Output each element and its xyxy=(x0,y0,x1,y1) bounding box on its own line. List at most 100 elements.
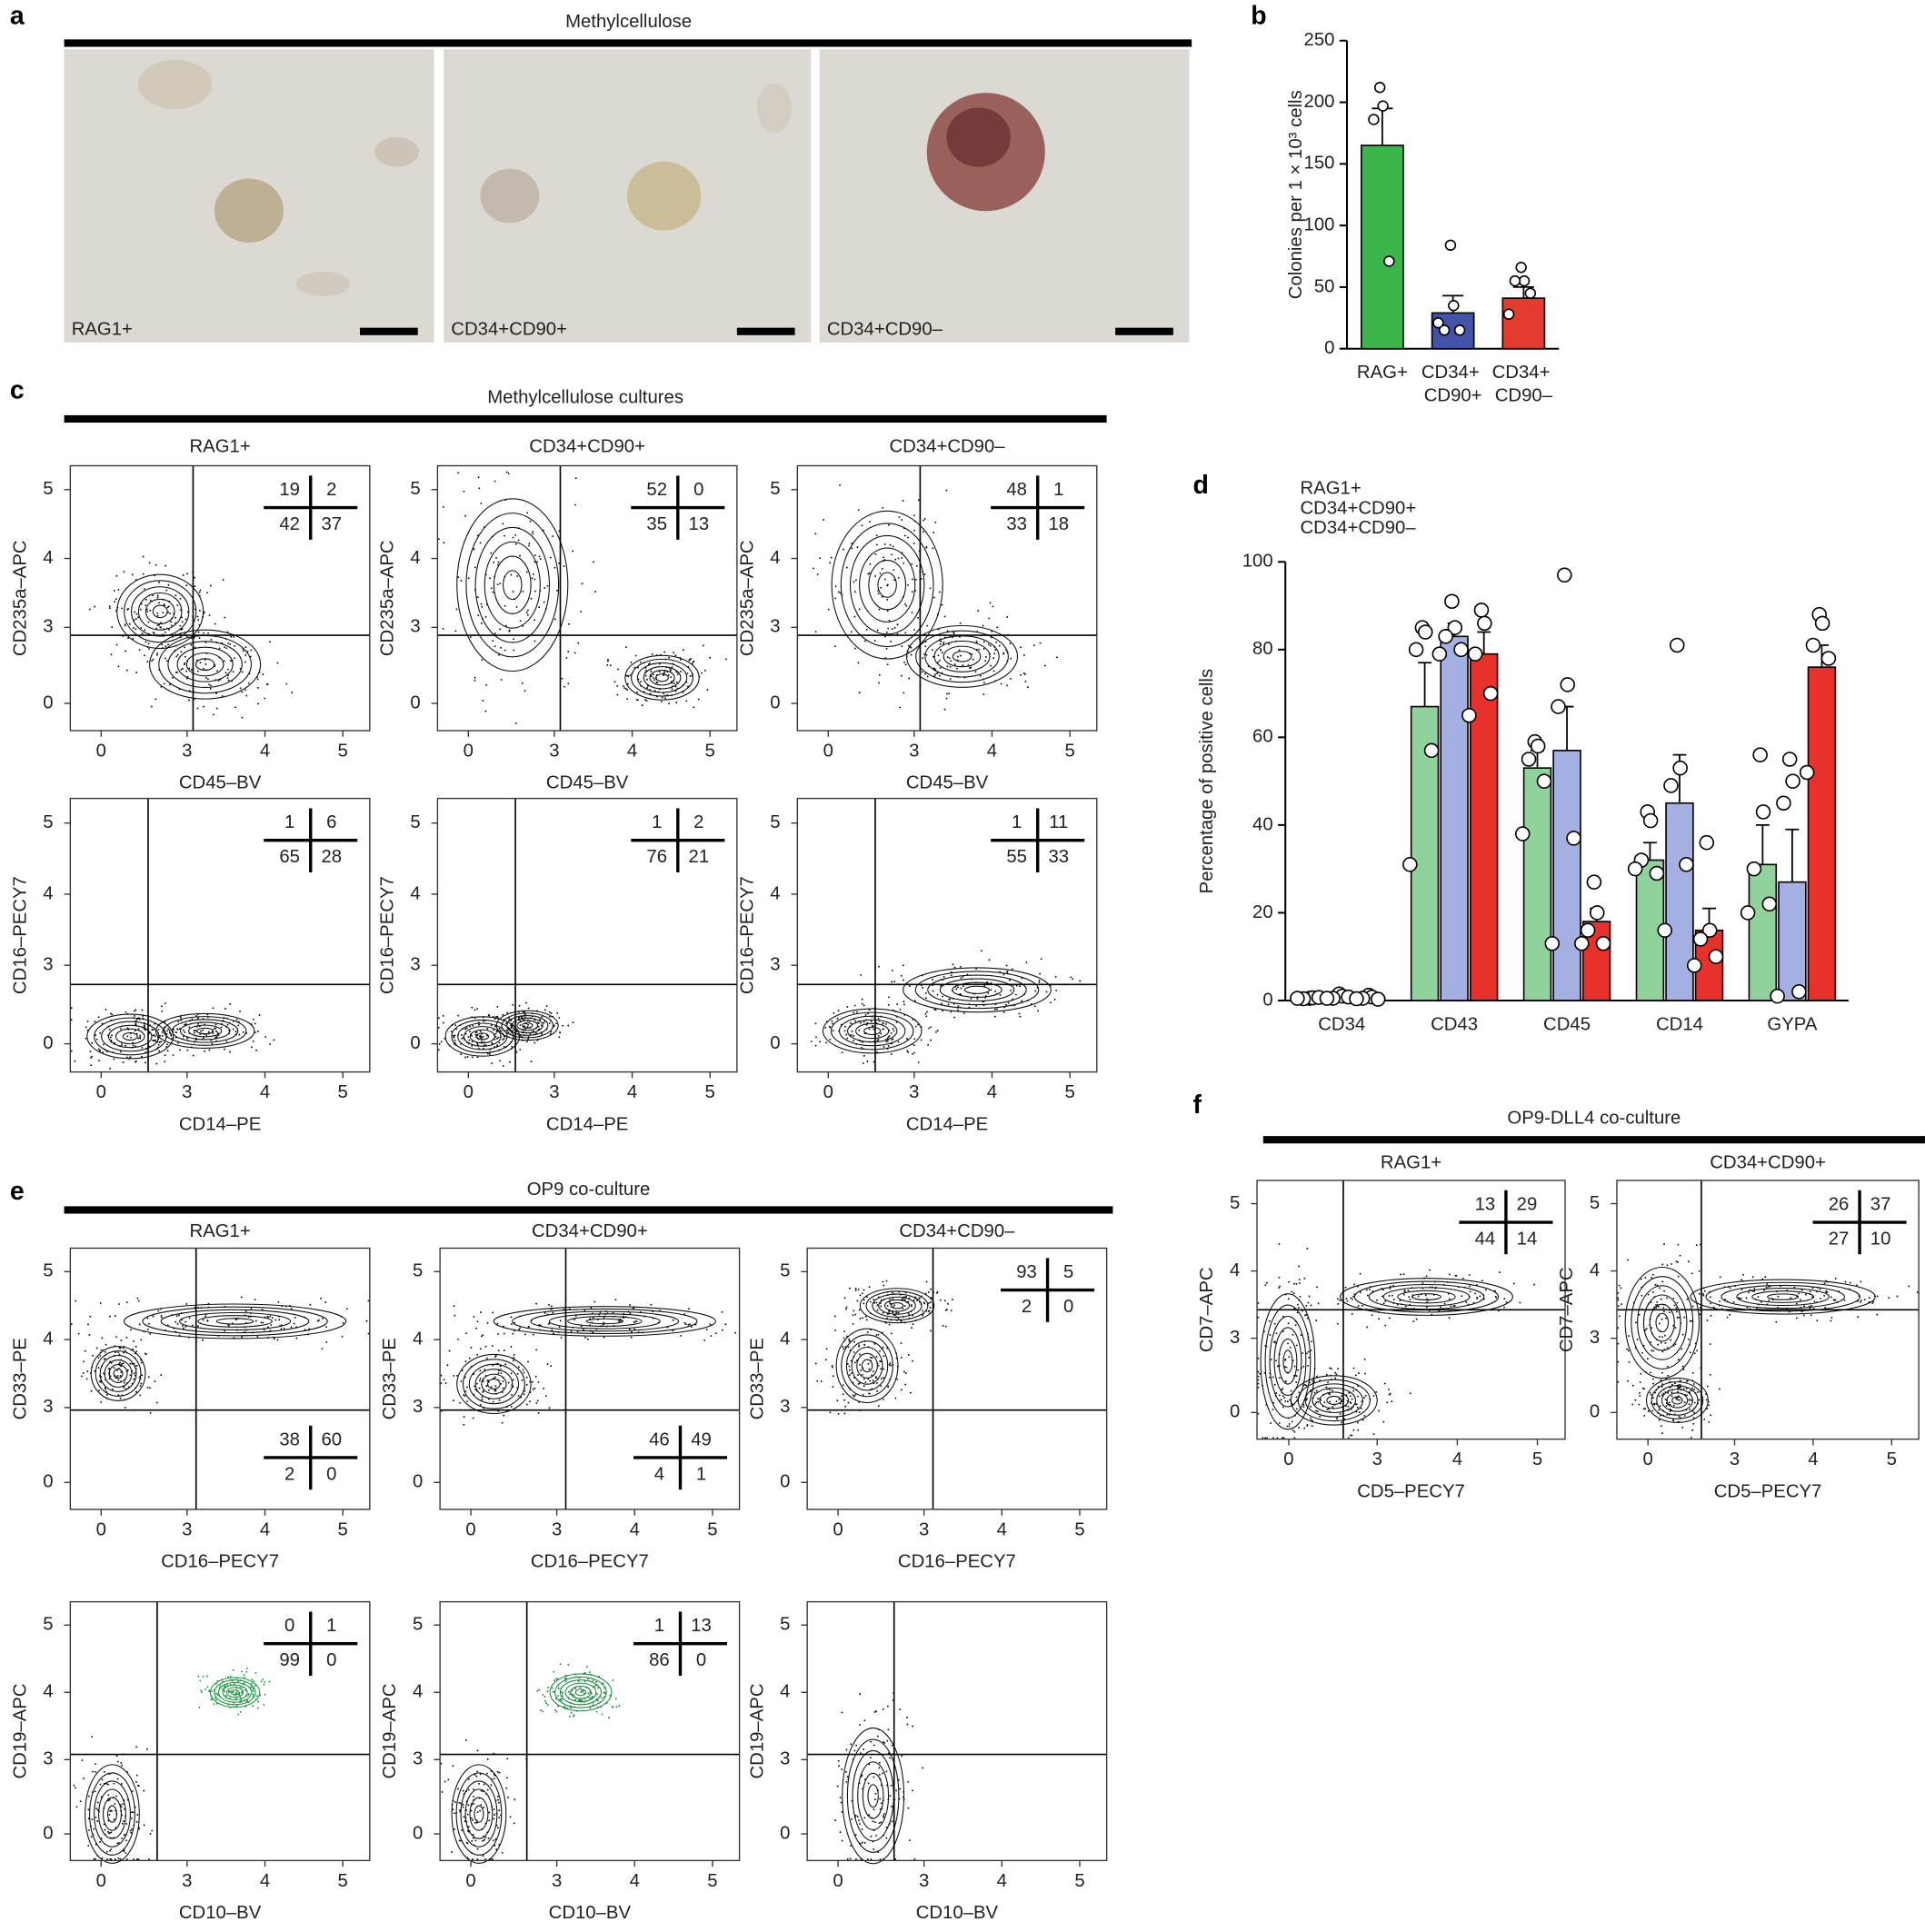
event-dot xyxy=(901,557,903,559)
event-dot xyxy=(968,1006,971,1009)
event-dot xyxy=(1289,1347,1292,1349)
event-dot xyxy=(564,685,565,688)
quadrant-value: 99 xyxy=(279,1650,300,1670)
event-dot xyxy=(887,1728,890,1731)
event-dot xyxy=(111,1013,114,1016)
data-point xyxy=(1383,255,1395,267)
event-dot xyxy=(1302,1403,1305,1406)
event-dot xyxy=(1651,1349,1653,1352)
event-dot xyxy=(860,1046,863,1049)
event-dot xyxy=(541,1032,544,1035)
event-dot xyxy=(230,635,233,638)
event-dot xyxy=(988,959,991,961)
y-tick-label: 20 xyxy=(1252,902,1273,922)
event-dot xyxy=(1282,1315,1285,1318)
event-dot xyxy=(875,1710,878,1713)
y-tick-label: 5 xyxy=(43,1615,53,1635)
event-dot xyxy=(486,1788,489,1791)
event-dot xyxy=(1282,1330,1284,1333)
event-dot xyxy=(1639,1394,1641,1397)
event-dot xyxy=(482,1839,484,1842)
event-dot xyxy=(1680,1417,1682,1419)
event-dot xyxy=(895,1789,898,1792)
event-dot xyxy=(1402,1273,1405,1276)
event-dot xyxy=(280,1328,283,1330)
column-title: CD34+CD90– xyxy=(899,1221,1015,1241)
event-dot xyxy=(1729,1287,1731,1290)
event-dot xyxy=(725,658,728,661)
event-dot xyxy=(126,1369,129,1371)
event-dot xyxy=(509,1816,512,1818)
event-dot xyxy=(1363,1358,1366,1360)
event-dot xyxy=(1288,1422,1291,1425)
event-dot xyxy=(140,1339,143,1341)
event-dot xyxy=(557,1687,560,1689)
event-dot xyxy=(863,1289,865,1291)
y-tick-label: 0 xyxy=(410,692,420,712)
event-dot xyxy=(939,1299,942,1301)
event-dot xyxy=(837,1759,840,1762)
contour xyxy=(1690,1279,1876,1315)
event-dot xyxy=(465,1027,468,1029)
event-dot xyxy=(467,1778,470,1780)
error-bar xyxy=(1512,286,1534,299)
event-dot xyxy=(885,1770,888,1773)
event-dot xyxy=(247,1693,250,1695)
event-dot xyxy=(1652,1349,1655,1352)
event-dot xyxy=(481,1396,484,1399)
event-dot xyxy=(164,631,166,633)
event-dot xyxy=(208,683,211,686)
event-dot xyxy=(1658,1395,1661,1398)
event-dot xyxy=(1421,1282,1424,1285)
data-point xyxy=(1752,747,1768,762)
event-dot xyxy=(464,1390,467,1393)
event-dot xyxy=(98,1389,100,1392)
event-dot xyxy=(1257,1301,1260,1304)
data-point xyxy=(1444,239,1457,252)
event-dot xyxy=(1391,1294,1393,1297)
event-dot xyxy=(491,1062,494,1064)
event-dot xyxy=(1282,1437,1285,1439)
event-dot xyxy=(1357,1395,1359,1398)
event-dot xyxy=(1274,1359,1277,1362)
contour xyxy=(847,1019,898,1043)
event-dot xyxy=(673,682,675,684)
event-dot xyxy=(839,1797,842,1798)
event-dot xyxy=(499,1060,502,1062)
contour xyxy=(1260,1293,1316,1430)
event-dot xyxy=(1352,1389,1355,1392)
event-dot xyxy=(491,1858,494,1860)
event-dot xyxy=(538,606,541,609)
event-dot xyxy=(115,1827,117,1829)
event-dot xyxy=(1356,1406,1359,1409)
event-dot xyxy=(135,1390,137,1393)
event-dot xyxy=(983,984,986,987)
event-dot xyxy=(160,622,162,624)
event-dot xyxy=(1705,1399,1708,1401)
event-dot xyxy=(1310,1349,1312,1352)
event-dot xyxy=(899,706,902,709)
event-dot xyxy=(851,542,853,544)
event-dot xyxy=(1683,1415,1686,1417)
event-dot xyxy=(127,637,129,639)
contour xyxy=(1661,1389,1693,1412)
event-dot xyxy=(1693,1352,1696,1355)
event-dot xyxy=(846,1776,849,1778)
quadrant-value: 1 xyxy=(1012,812,1022,832)
event-dot xyxy=(854,1393,857,1396)
event-dot xyxy=(214,1036,216,1039)
event-dot xyxy=(875,1301,878,1304)
event-dot xyxy=(166,1050,169,1052)
event-dot xyxy=(119,1375,122,1377)
contour xyxy=(460,1780,498,1847)
y-tick-label: 3 xyxy=(43,1749,53,1769)
event-dot xyxy=(269,1043,272,1046)
event-dot xyxy=(1729,1313,1731,1316)
event-dot xyxy=(496,1037,498,1040)
event-dot xyxy=(952,963,954,966)
event-dot xyxy=(208,1049,211,1051)
event-dot xyxy=(853,1350,855,1353)
event-dot xyxy=(121,1764,124,1767)
event-dot xyxy=(1468,1274,1471,1276)
